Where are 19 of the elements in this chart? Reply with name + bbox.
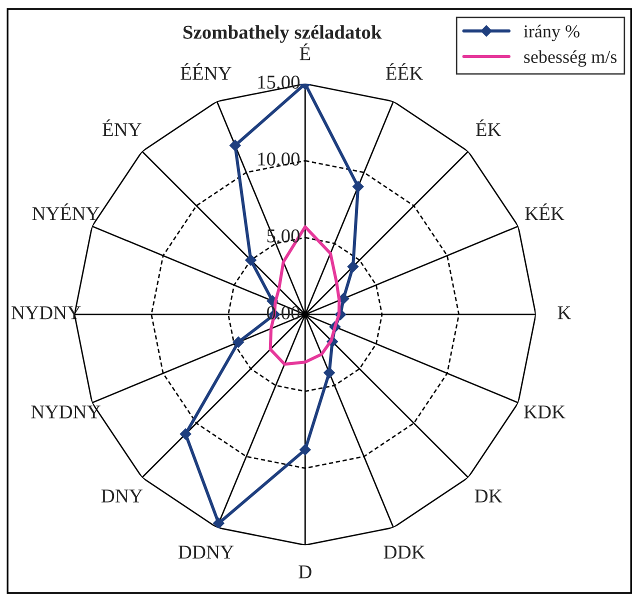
legend-label: sebesség m/s [524, 50, 617, 67]
spoke-label: É [300, 43, 310, 60]
spoke-label: KÉK [525, 203, 564, 220]
spoke-label: KDK [524, 406, 566, 418]
spoke-label: DNY [101, 490, 143, 502]
spoke-label: ÉNY [102, 119, 142, 136]
spoke-label: DDNY [178, 546, 234, 559]
spoke-label: DK [474, 490, 502, 502]
spoke-label: ÉÉK [386, 63, 423, 80]
spoke-label: ÉÉNY [180, 63, 232, 80]
spoke-label: NYÉNY [32, 203, 100, 220]
spoke-label: DDK [384, 546, 426, 559]
spoke-label: D [298, 566, 312, 578]
y-tick-label: 15.00 [258, 76, 300, 89]
legend-label: irány % [524, 24, 580, 42]
spoke-label: ÉK [476, 119, 502, 136]
spoke-label: K [558, 306, 572, 320]
y-tick-label: 10.00 [258, 152, 300, 166]
chart-title: Szombathely széladatok [183, 25, 382, 43]
